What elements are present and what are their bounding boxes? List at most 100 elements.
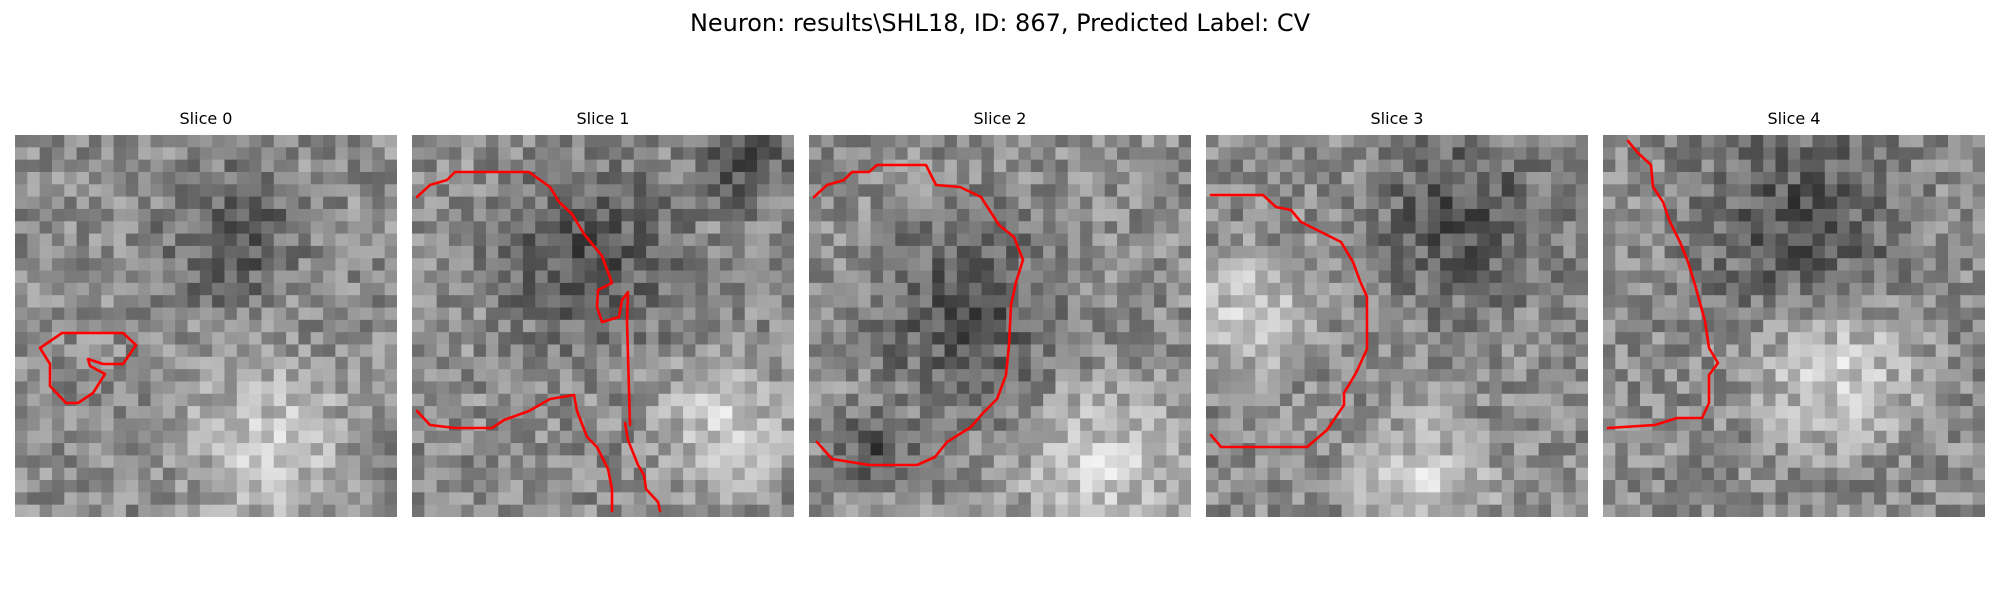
pixel [1166,258,1180,271]
pixel [621,504,635,517]
pixel [510,196,524,210]
pixel [372,159,386,173]
pixel [1390,159,1404,173]
pixel [1849,184,1863,198]
pixel [1304,418,1318,432]
pixel [522,196,536,210]
pixel [1415,369,1429,382]
pixel [720,430,733,444]
pixel [51,332,65,345]
pixel [932,319,945,333]
pixel [1206,307,1219,321]
pixel [1652,282,1666,296]
pixel [658,221,672,234]
pixel [621,135,635,148]
pixel [845,307,859,321]
pixel [1763,455,1776,469]
pixel [360,430,373,444]
pixel [224,344,238,358]
pixel [845,492,859,506]
pixel [720,381,733,395]
pixel [833,270,847,284]
pixel [1230,135,1244,148]
pixel [609,418,622,432]
pixel [695,406,709,419]
pixel [821,171,835,185]
pixel [932,245,945,259]
pixel [1849,381,1863,395]
pixel [658,344,672,358]
pixel [1689,455,1702,469]
pixel [1551,258,1564,271]
pixel [658,467,672,481]
pixel [907,270,921,284]
pixel [1538,418,1552,432]
pixel [1043,381,1056,395]
pixel [113,455,127,469]
pixel [360,406,373,419]
pixel [1030,221,1044,234]
pixel [1403,443,1416,456]
pixel [436,295,450,308]
pixel [1514,196,1527,210]
pixel [15,455,28,469]
pixel [1538,332,1552,345]
pixel [1501,135,1515,148]
pixel [572,467,585,481]
pixel [1267,332,1281,345]
pixel [1603,307,1616,321]
pixel [1923,455,1937,469]
pixel [845,332,859,345]
pixel [1652,467,1666,481]
pixel [1267,208,1281,222]
pixel [547,245,561,259]
pixel [1292,430,1305,444]
pixel [448,208,462,222]
pixel [1129,455,1143,469]
pixel [707,245,721,259]
pixel [1489,258,1503,271]
neuron-outline-1a [415,170,632,427]
pixel [1242,393,1256,407]
pixel [347,196,361,210]
slice-image-0 [15,135,397,517]
pixel [1129,171,1143,185]
pixel [720,480,733,493]
pixel [858,147,872,161]
pixel [1230,159,1244,173]
pixel [310,307,324,321]
pixel [1440,233,1453,247]
pixel [845,245,859,259]
pixel [249,147,262,161]
pixel [125,159,139,173]
pixel [1800,418,1813,432]
pixel [286,208,299,222]
pixel [1874,332,1887,345]
pixel [1366,307,1379,321]
pixel [670,196,684,210]
pixel [1960,135,1974,148]
pixel [15,270,28,284]
pixel [1353,221,1367,234]
pixel [1415,393,1429,407]
pixel [1067,406,1081,419]
pixel [39,147,53,161]
pixel [1701,233,1715,247]
pixel [1837,492,1850,506]
pixel [1886,406,1900,419]
pixel [1117,307,1130,321]
pixel [1800,344,1813,358]
pixel [845,406,859,419]
pixel [15,443,28,456]
pixel [720,443,733,456]
pixel [15,184,28,198]
pixel [1575,344,1588,358]
pixel [1563,455,1577,469]
pixel [1440,430,1453,444]
pixel [1230,258,1244,271]
pixel [261,208,275,222]
pixel [895,393,908,407]
pixel [1329,381,1342,395]
pixel [1551,171,1564,185]
pixel [522,504,536,517]
